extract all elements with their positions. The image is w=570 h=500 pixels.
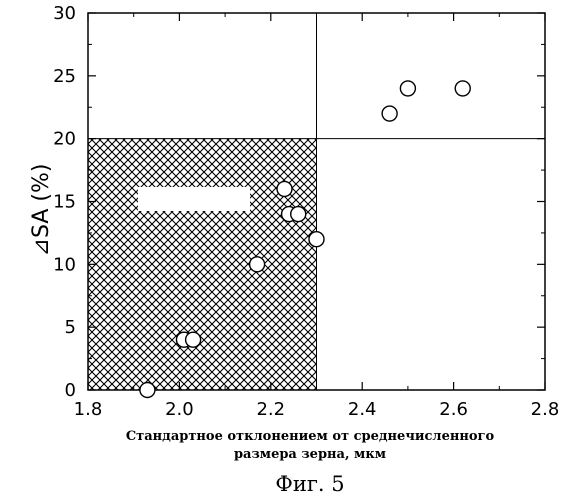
- y-tick-label: 5: [65, 317, 76, 338]
- shaded-region: [88, 139, 317, 390]
- x-tick-label: 2.4: [348, 399, 377, 420]
- y-tick-label: 10: [53, 254, 76, 275]
- x-tick-label: 2.8: [531, 399, 560, 420]
- data-point: [250, 257, 265, 272]
- x-axis-label-line2: размера зерна, мкм: [234, 447, 386, 462]
- y-tick-label: 15: [53, 192, 76, 213]
- data-point: [277, 181, 292, 196]
- data-point: [455, 81, 470, 96]
- figure-caption: Фиг. 5: [275, 472, 344, 496]
- data-point: [382, 106, 397, 121]
- data-point: [309, 232, 324, 247]
- data-point: [400, 81, 415, 96]
- y-tick-label: 20: [53, 129, 76, 150]
- x-tick-label: 2.2: [256, 399, 285, 420]
- y-tick-label: 0: [65, 380, 76, 401]
- x-axis-label-line1: Стандартное отклонением от среднечисленн…: [126, 429, 495, 444]
- blank-label-box: [138, 187, 250, 211]
- data-point: [291, 207, 306, 222]
- y-axis-label: ⊿SA (%): [29, 164, 54, 257]
- data-point: [140, 383, 155, 398]
- data-point: [186, 332, 201, 347]
- x-tick-label: 1.8: [74, 399, 103, 420]
- y-tick-label: 25: [53, 66, 76, 87]
- y-tick-label: 30: [53, 3, 76, 24]
- x-tick-label: 2.0: [165, 399, 194, 420]
- x-tick-label: 2.6: [439, 399, 468, 420]
